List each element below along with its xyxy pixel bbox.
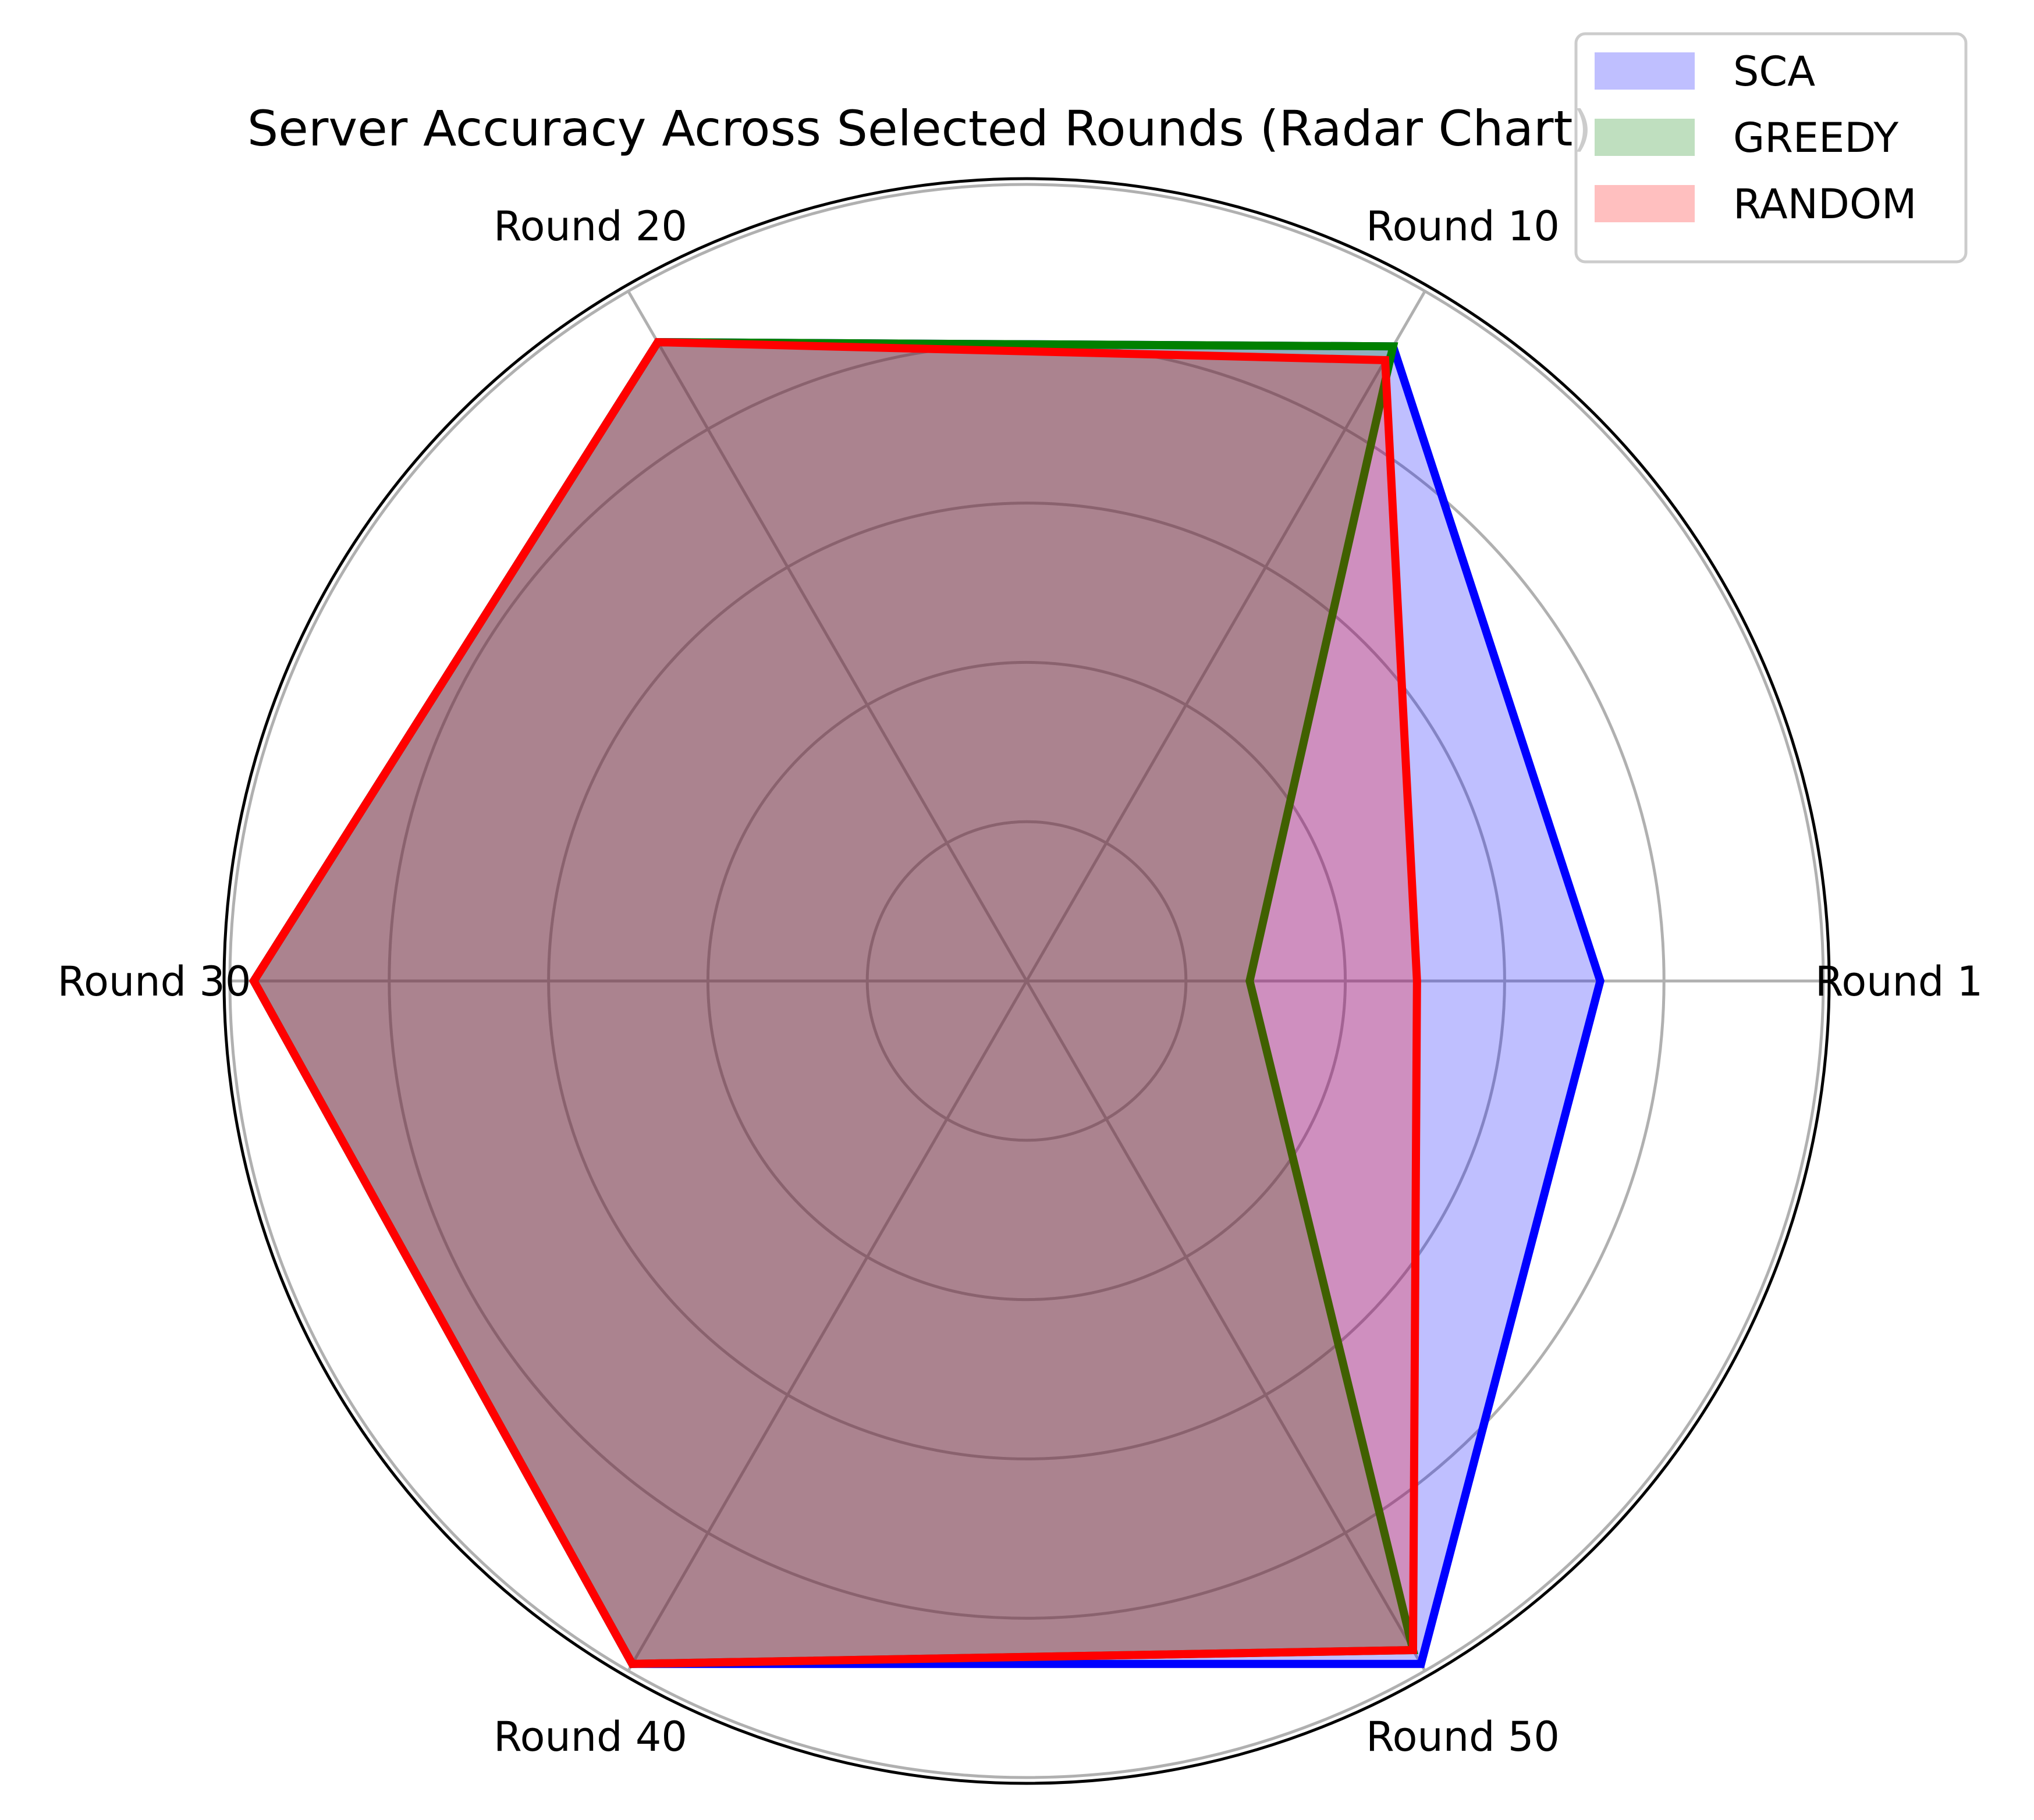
chart-title: Server Accuracy Across Selected Rounds (…	[247, 100, 1592, 157]
legend-label-random: RANDOM	[1733, 180, 1916, 228]
polar-frame	[222, 177, 1831, 1785]
legend-swatch-greedy	[1595, 119, 1695, 156]
series-area-greedy	[254, 342, 1414, 1664]
series-layer	[249, 338, 1605, 1668]
legend: SCA GREEDY RANDOM	[1574, 32, 1968, 264]
category-label: Round 30	[58, 958, 251, 1005]
category-label: Round 1	[1815, 958, 1983, 1005]
legend-swatch-random	[1595, 185, 1695, 222]
category-label: Round 40	[494, 1713, 687, 1761]
grid-spoke	[1025, 290, 1426, 982]
legend-label-greedy: GREEDY	[1733, 114, 1898, 162]
series-area-random	[254, 342, 1417, 1664]
legend-swatch-sca	[1595, 52, 1695, 90]
category-label: Round 20	[494, 202, 687, 250]
grid-spoke	[627, 980, 1028, 1672]
grid-spoke	[1025, 980, 1426, 1672]
series-line-random	[249, 338, 1421, 1668]
series-area-sca	[254, 342, 1600, 1664]
radar-grid	[228, 183, 1825, 1779]
outer-frame	[222, 177, 1831, 1785]
grid-spoke	[627, 290, 1028, 982]
legend-box	[1574, 32, 1968, 264]
category-label: Round 10	[1366, 202, 1560, 250]
legend-label-sca: SCA	[1733, 48, 1815, 95]
category-labels: Round 1 Round 10 Round 20 Round 30 Round 40 R…	[58, 202, 1983, 1761]
category-label: Round 50	[1366, 1713, 1560, 1761]
